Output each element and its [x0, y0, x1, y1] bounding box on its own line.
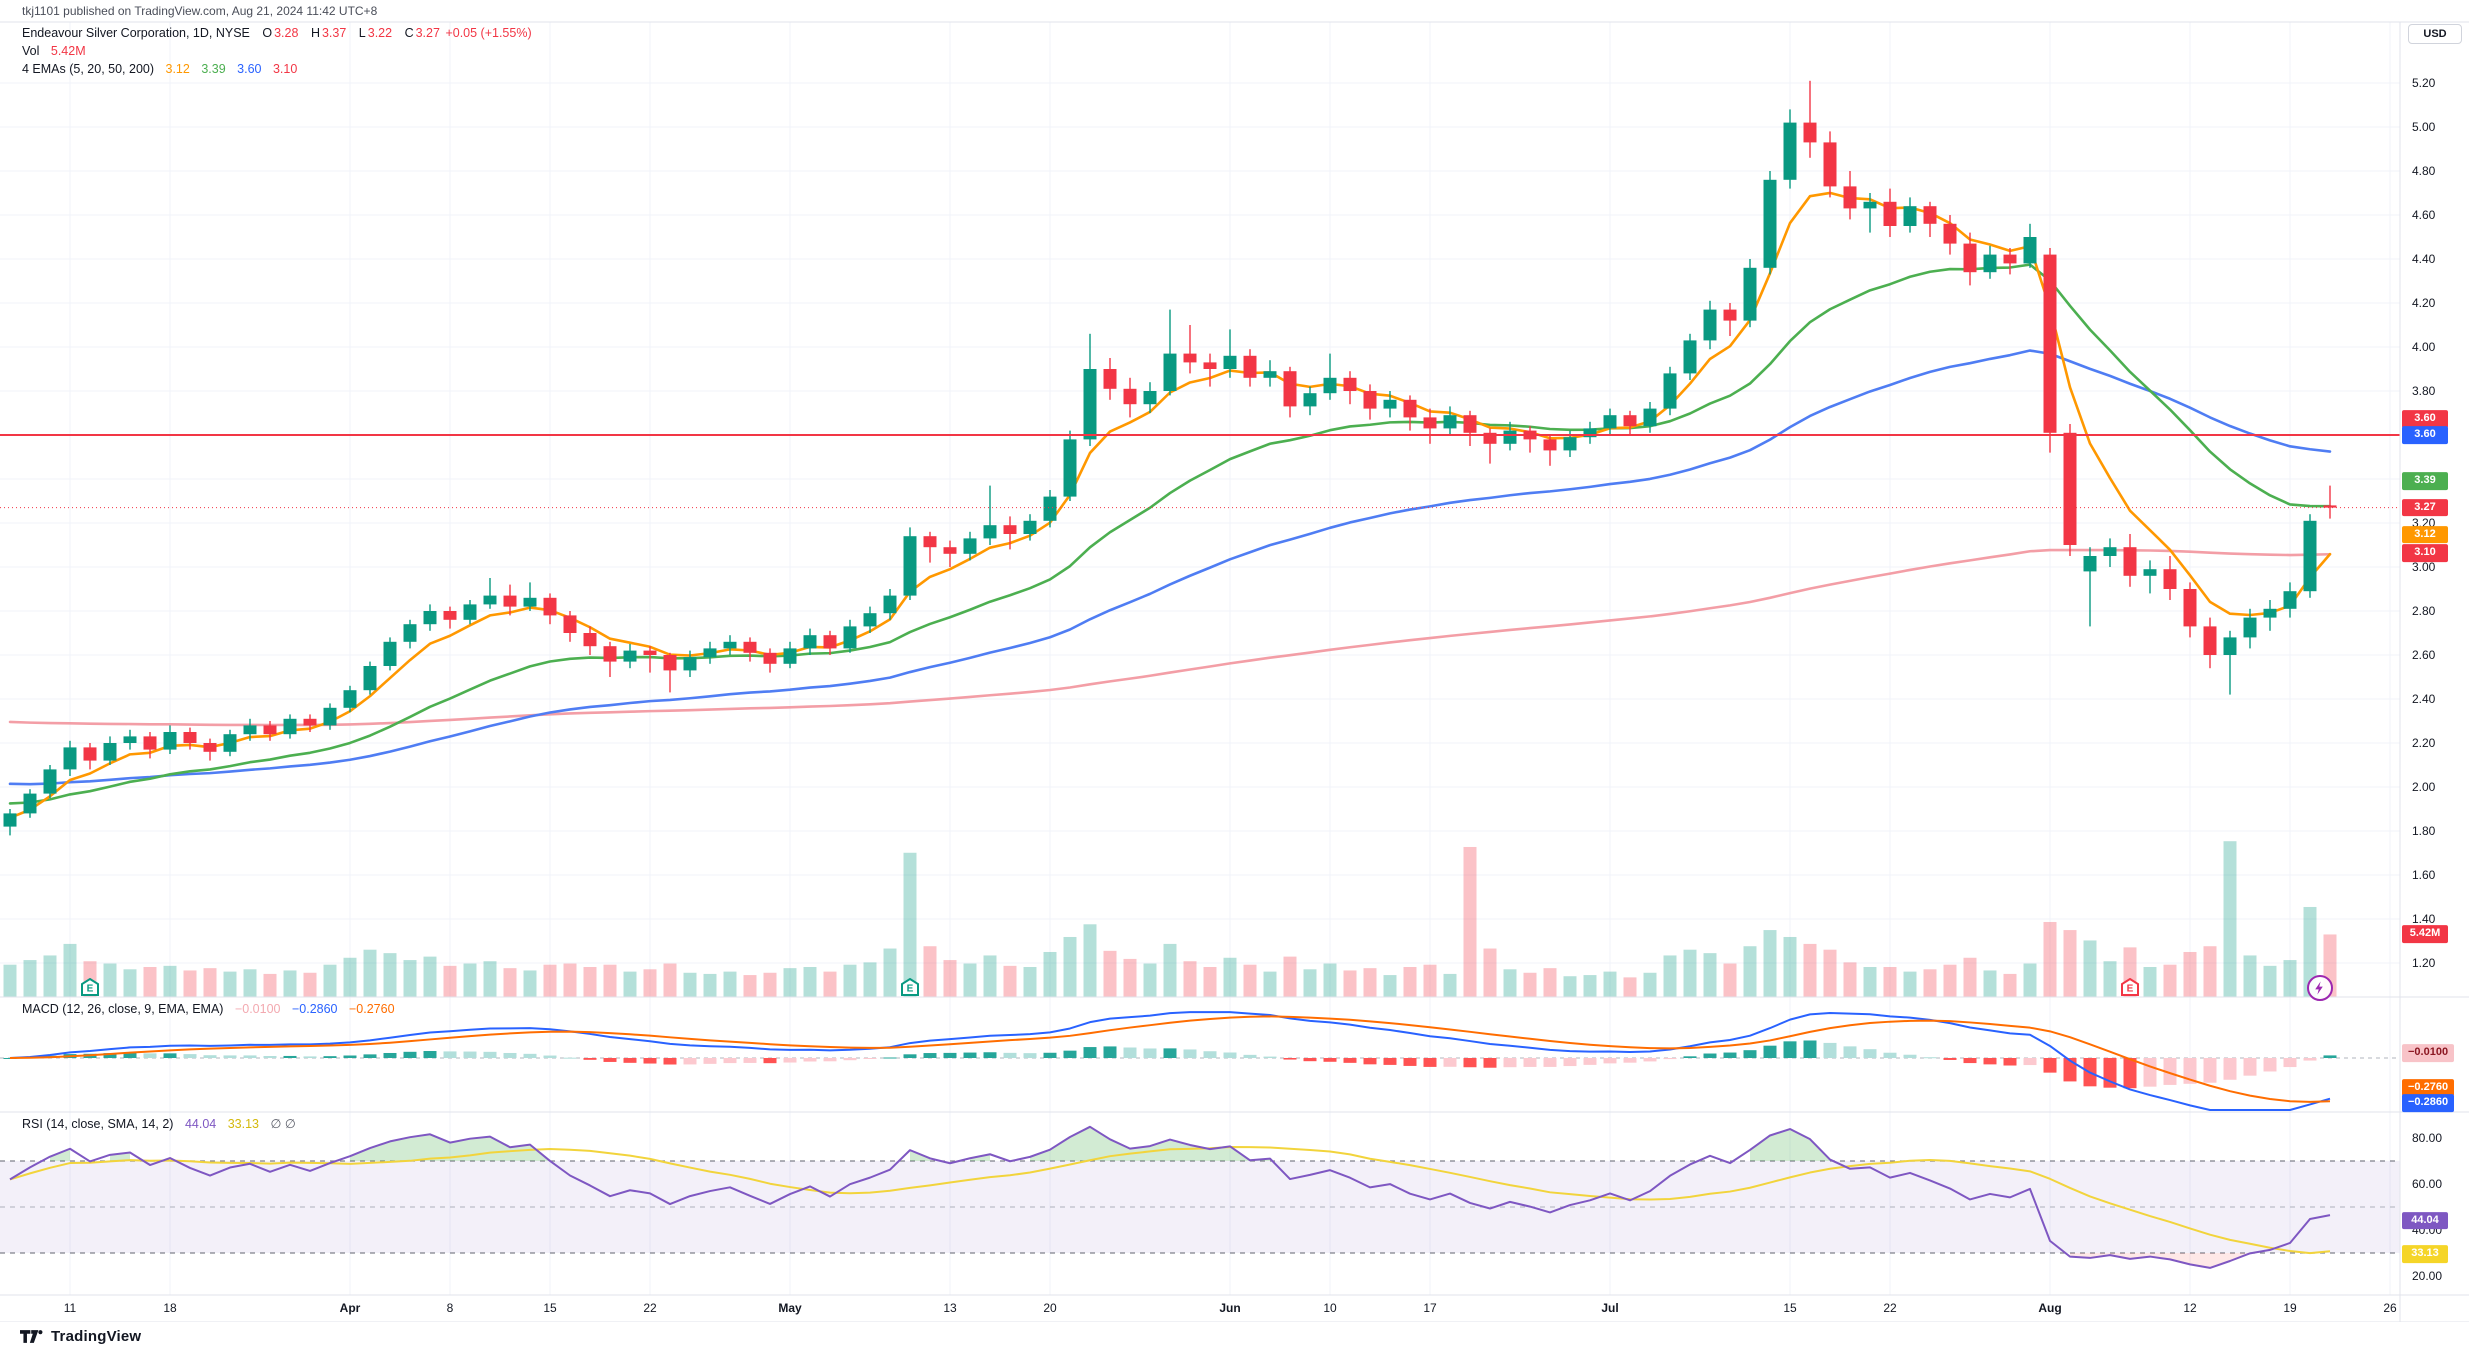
- volume-legend[interactable]: Vol 5.42M: [22, 44, 86, 58]
- price-axis-tick: 1.20: [2412, 956, 2436, 970]
- lightning-icon: [2315, 981, 2323, 995]
- price-axis-tick: 2.20: [2412, 736, 2436, 750]
- macd-signal-value: −0.2760: [349, 1002, 395, 1016]
- volume-value: 5.42M: [50, 44, 86, 58]
- time-axis-tick: 10: [1323, 1301, 1337, 1315]
- time-axis-tick: 15: [543, 1301, 557, 1315]
- ema5-value: 3.12: [165, 62, 190, 76]
- time-axis-tick: 15: [1783, 1301, 1797, 1315]
- rsi-axis-badge: 44.04: [2402, 1211, 2448, 1230]
- ohlc-high: H 3.37: [310, 26, 347, 40]
- ohlc-close: C 3.27: [404, 26, 440, 40]
- ema50-value: 3.60: [237, 62, 262, 76]
- emas-legend[interactable]: 4 EMAs (5, 20, 50, 200) 3.12 3.39 3.60 3…: [22, 62, 297, 76]
- rsi-label: RSI (14, close, SMA, 14, 2): [22, 1117, 174, 1131]
- macd-axis-badge: −0.2760: [2402, 1078, 2455, 1097]
- macd-legend[interactable]: MACD (12, 26, close, 9, EMA, EMA) −0.010…: [22, 1002, 395, 1016]
- earnings-icon: E: [2121, 977, 2139, 996]
- ema200-value: 3.10: [272, 62, 298, 76]
- price-axis-badge: 3.12: [2402, 525, 2448, 544]
- rsi-value: 44.04: [184, 1117, 217, 1131]
- rsi-axis-tick: 20.00: [2412, 1269, 2443, 1283]
- time-axis-tick: Jun: [1219, 1301, 1241, 1315]
- macd-hist-value: −0.0100: [234, 1002, 281, 1016]
- time-axis-tick: May: [778, 1301, 802, 1315]
- price-axis-tick: 1.60: [2412, 868, 2436, 882]
- symbol-title: Endeavour Silver Corporation, 1D, NYSE: [22, 26, 250, 40]
- time-axis-tick: 26: [2383, 1301, 2397, 1315]
- earnings-icon: E: [81, 977, 99, 996]
- price-axis-tick: 5.00: [2412, 120, 2436, 134]
- price-axis-tick: 4.20: [2412, 296, 2436, 310]
- price-axis-tick: 1.80: [2412, 824, 2436, 838]
- time-axis-tick: 11: [63, 1301, 77, 1315]
- currency-button[interactable]: USD: [2408, 24, 2462, 44]
- price-axis-tick: 3.00: [2412, 560, 2436, 574]
- time-axis-tick: 13: [943, 1301, 957, 1315]
- volume-label: Vol: [22, 44, 40, 58]
- price-axis-badge: 3.27: [2402, 498, 2448, 517]
- symbol-legend[interactable]: Endeavour Silver Corporation, 1D, NYSE O…: [22, 26, 532, 40]
- macd-line-value: −0.2860: [291, 1002, 338, 1016]
- price-axis-tick: 2.80: [2412, 604, 2436, 618]
- price-axis-badge: 5.42M: [2402, 925, 2448, 944]
- publish-header: tkj1101 published on TradingView.com, Au…: [22, 4, 378, 18]
- price-axis-badge: 3.10: [2402, 544, 2448, 562]
- rsi-ma-value: 33.13: [227, 1117, 259, 1131]
- macd-axis-badge: −0.0100: [2402, 1044, 2455, 1063]
- earnings-icon: E: [901, 977, 919, 996]
- ohlc-low: L 3.22: [358, 26, 393, 40]
- brand-name: TradingView: [51, 1327, 142, 1345]
- svg-text:E: E: [2127, 984, 2134, 995]
- rsi-axis-tick: 60.00: [2412, 1177, 2443, 1191]
- ema20-value: 3.39: [201, 62, 226, 76]
- macd-label: MACD (12, 26, close, 9, EMA, EMA): [22, 1002, 224, 1016]
- time-axis-tick: Jul: [1601, 1301, 1619, 1315]
- svg-text:E: E: [87, 984, 94, 995]
- price-axis-badge: 3.60: [2402, 426, 2448, 444]
- time-axis-tick: 20: [1043, 1301, 1057, 1315]
- tradingview-logo-icon: [20, 1329, 43, 1343]
- price-axis-tick: 5.20: [2412, 76, 2436, 90]
- price-axis-tick: 1.40: [2412, 912, 2436, 926]
- time-axis-tick: 19: [2283, 1301, 2297, 1315]
- rsi-legend[interactable]: RSI (14, close, SMA, 14, 2) 44.04 33.13 …: [22, 1116, 296, 1131]
- rsi-axis-badge: 33.13: [2402, 1244, 2448, 1263]
- time-axis-tick: 22: [1883, 1301, 1897, 1315]
- rsi-axis-tick: 80.00: [2412, 1131, 2443, 1145]
- price-axis-tick: 2.60: [2412, 648, 2436, 662]
- price-axis-tick: 3.80: [2412, 384, 2436, 398]
- price-axis-badge: 3.60: [2402, 410, 2448, 428]
- time-axis-tick: Apr: [339, 1301, 361, 1315]
- price-axis-badge: 3.39: [2402, 472, 2448, 491]
- emas-label: 4 EMAs (5, 20, 50, 200): [22, 62, 155, 76]
- time-axis-tick: 22: [643, 1301, 657, 1315]
- brand-bar[interactable]: TradingView: [0, 1322, 2469, 1350]
- earnings-marker[interactable]: E: [81, 977, 99, 996]
- price-change: +0.05 (+1.55%): [445, 26, 532, 40]
- ohlc-open: O 3.28: [262, 26, 299, 40]
- macd-axis-badge: −0.2860: [2402, 1094, 2455, 1112]
- price-axis-tick: 2.00: [2412, 780, 2436, 794]
- time-axis-tick: 12: [2183, 1301, 2197, 1315]
- time-axis-tick: 8: [446, 1301, 454, 1315]
- lightning-trade-button[interactable]: [2307, 975, 2333, 1001]
- earnings-marker[interactable]: E: [901, 977, 919, 996]
- price-axis-tick: 2.40: [2412, 692, 2436, 706]
- rsi-hlines-values: ∅ ∅: [270, 1117, 296, 1131]
- svg-text:E: E: [907, 984, 914, 995]
- price-axis-tick: 4.60: [2412, 208, 2436, 222]
- time-axis-tick: Aug: [2038, 1301, 2062, 1315]
- time-axis-tick: 18: [163, 1301, 177, 1315]
- time-axis-tick: 17: [1423, 1301, 1437, 1315]
- price-axis-tick: 4.00: [2412, 340, 2436, 354]
- price-axis-tick: 4.80: [2412, 164, 2436, 178]
- price-axis-tick: 4.40: [2412, 252, 2436, 266]
- earnings-marker[interactable]: E: [2121, 977, 2139, 996]
